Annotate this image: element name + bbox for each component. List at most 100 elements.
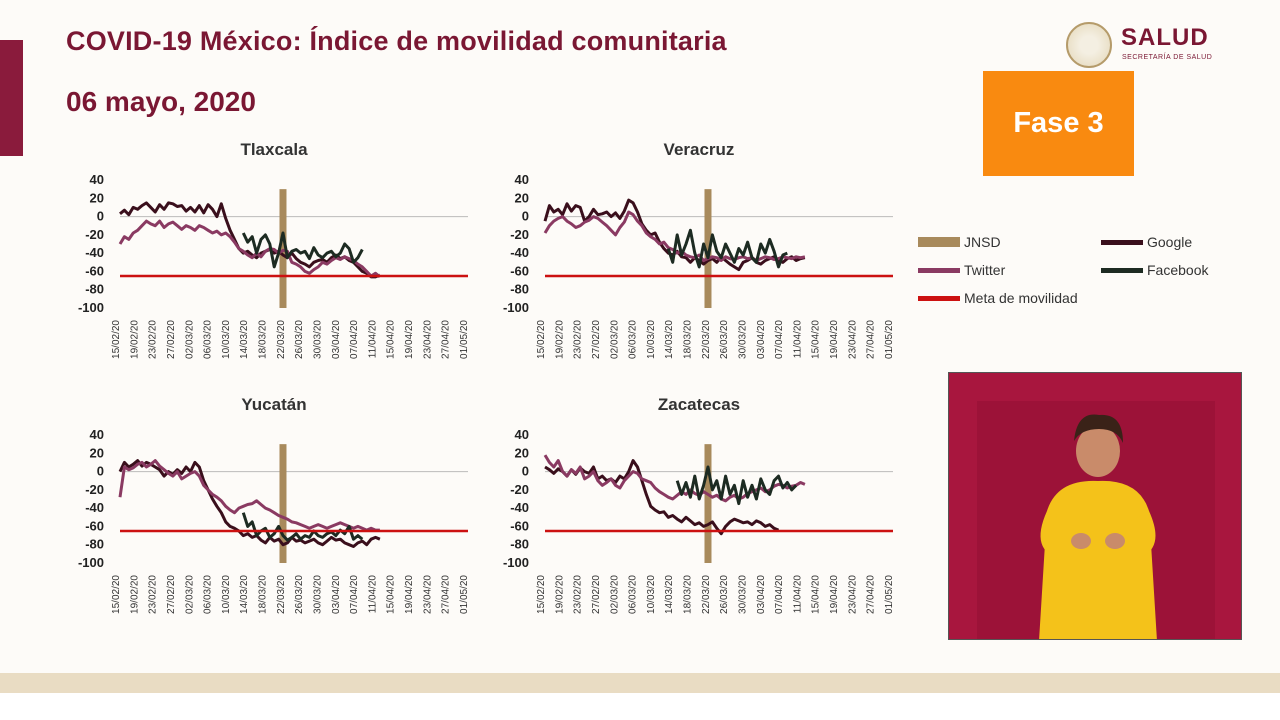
x-tick-label: 19/02/20 [129, 575, 140, 614]
x-tick-label: 02/03/20 [609, 575, 620, 614]
x-tick-label: 02/03/20 [184, 320, 195, 359]
x-tick-label: 15/04/20 [811, 320, 822, 359]
legend-swatch [1101, 267, 1143, 273]
x-tick-label: 15/02/20 [536, 320, 547, 359]
eagle-seal-icon [1066, 22, 1112, 68]
legend-swatch [918, 267, 960, 273]
chart-legend: JNSD Google Twitter Facebook Meta de mov… [918, 230, 1248, 315]
y-tick-label: -20 [510, 227, 529, 242]
x-tick-label: 11/04/20 [367, 320, 378, 359]
legend-swatch [918, 295, 960, 301]
legend-label: Facebook [1147, 262, 1209, 278]
page-title: COVID-19 México: Índice de movilidad com… [66, 26, 727, 56]
legend-label: Meta de movilidad [964, 290, 1078, 306]
y-tick-label: 20 [90, 190, 104, 205]
series-line-twitter [543, 454, 806, 503]
x-tick-label: 23/02/20 [573, 575, 584, 614]
x-tick-label: 10/03/20 [221, 575, 232, 614]
salud-logo: SALUD SECRETARÍA DE SALUD [1066, 22, 1226, 72]
x-tick-label: 19/02/20 [129, 320, 140, 359]
y-tick-label: -20 [85, 482, 104, 497]
x-tick-label: 30/03/20 [312, 575, 323, 614]
y-tick-label: 0 [97, 209, 104, 224]
x-tick-label: 19/04/20 [829, 320, 840, 359]
x-tick-label: 14/03/20 [239, 575, 250, 614]
y-tick-label: 0 [97, 464, 104, 479]
x-tick-label: 22/03/20 [701, 575, 712, 614]
series-line-google [118, 459, 381, 548]
chart-tlaxcala: Tlaxcala 40 20 0 -20 -40 -60 -80 -100 15/02/20 19/… [78, 140, 470, 359]
y-tick-label: -80 [85, 537, 104, 552]
x-tick-label: 19/04/20 [829, 575, 840, 614]
y-tick-label: 20 [515, 190, 529, 205]
series-line-google [543, 198, 806, 272]
series-line-facebook [241, 231, 364, 269]
chart-title: Tlaxcala [240, 140, 308, 159]
x-tick-label: 02/03/20 [609, 320, 620, 359]
logo-subtext: SECRETARÍA DE SALUD [1122, 54, 1213, 61]
x-tick-label: 10/03/20 [646, 320, 657, 359]
x-tick-label: 07/04/20 [774, 320, 785, 359]
accent-bar [0, 40, 23, 156]
series-line-twitter [118, 459, 380, 532]
x-tick-label: 18/03/20 [683, 320, 694, 359]
x-tick-label: 15/02/20 [111, 320, 122, 359]
x-tick-label: 11/04/20 [792, 320, 803, 359]
y-tick-label: -100 [78, 555, 104, 570]
y-tick-label: -60 [510, 263, 529, 278]
x-tick-label: 18/03/20 [258, 320, 269, 359]
x-tick-label: 27/02/20 [591, 320, 602, 359]
x-tick-label: 15/02/20 [111, 575, 122, 614]
x-tick-label: 10/03/20 [221, 320, 232, 359]
legend-label: Google [1147, 234, 1193, 250]
x-tick-label: 14/03/20 [664, 320, 675, 359]
series-line-google [544, 459, 780, 536]
x-tick-label: 15/04/20 [386, 575, 397, 614]
y-tick-label: -20 [85, 227, 104, 242]
chart-title: Zacatecas [658, 395, 740, 414]
x-tick-label: 18/03/20 [683, 575, 694, 614]
jnsd-bar [704, 444, 712, 563]
x-tick-label: 23/02/20 [573, 320, 584, 359]
x-tick-label: 01/05/20 [884, 575, 895, 614]
y-tick-label: 40 [90, 172, 104, 187]
x-tick-label: 22/03/20 [276, 575, 287, 614]
legend-item-facebook: Facebook [1101, 262, 1208, 278]
x-tick-label: 26/03/20 [719, 575, 730, 614]
x-tick-label: 23/02/20 [148, 320, 159, 359]
y-tick-label: 20 [90, 445, 104, 460]
x-tick-label: 14/03/20 [664, 575, 675, 614]
x-tick-label: 30/03/20 [737, 320, 748, 359]
x-tick-label: 22/03/20 [276, 320, 287, 359]
legend-item-google: Google [1101, 234, 1192, 250]
y-tick-label: -100 [503, 555, 529, 570]
x-tick-label: 19/04/20 [404, 320, 415, 359]
jnsd-bar [279, 189, 287, 308]
x-tick-label: 27/04/20 [441, 575, 452, 614]
x-tick-label: 10/03/20 [646, 575, 657, 614]
x-tick-label: 01/05/20 [459, 320, 470, 359]
x-tick-label: 14/03/20 [239, 320, 250, 359]
y-tick-label: 40 [515, 427, 529, 442]
x-tick-label: 19/02/20 [554, 320, 565, 359]
x-tick-label: 27/02/20 [591, 575, 602, 614]
x-tick-label: 02/03/20 [184, 575, 195, 614]
jnsd-bar [704, 189, 712, 308]
x-tick-label: 23/04/20 [422, 320, 433, 359]
y-tick-label: -60 [85, 263, 104, 278]
page-date: 06 mayo, 2020 [66, 86, 256, 117]
sign-language-video [948, 372, 1242, 640]
x-tick-label: 26/03/20 [719, 320, 730, 359]
x-tick-label: 11/04/20 [792, 575, 803, 614]
x-tick-label: 06/03/20 [203, 575, 214, 614]
x-tick-label: 27/02/20 [166, 320, 177, 359]
x-tick-label: 07/04/20 [349, 575, 360, 614]
chart-yucatan: Yucatán 40 20 0 -20 -40 -60 -80 -100 15/02/20 19/0… [78, 395, 470, 614]
y-tick-label: 40 [90, 427, 104, 442]
x-tick-label: 23/02/20 [148, 575, 159, 614]
x-tick-label: 11/04/20 [367, 575, 378, 614]
footer-strip [0, 693, 1280, 720]
y-tick-label: -80 [85, 282, 104, 297]
x-tick-label: 07/04/20 [349, 320, 360, 359]
chart-title: Yucatán [241, 395, 306, 414]
